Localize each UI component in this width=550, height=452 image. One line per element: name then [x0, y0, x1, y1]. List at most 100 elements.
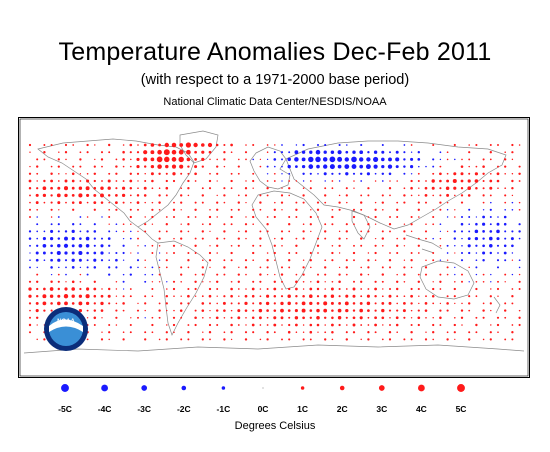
anomaly-dot [193, 142, 198, 148]
anomaly-dot [446, 179, 450, 183]
anomaly-dot [280, 237, 284, 240]
anomaly-dot [209, 302, 211, 305]
anomaly-dot [482, 251, 486, 255]
anomaly-dot [475, 216, 478, 218]
anomaly-dot [266, 158, 269, 161]
anomaly-dot [374, 237, 377, 240]
anomaly-dot [64, 251, 68, 255]
anomaly-dot [35, 301, 39, 305]
anomaly-dot [482, 258, 485, 262]
anomaly-dot [360, 288, 363, 290]
anomaly-dot [489, 151, 492, 154]
anomaly-dot [353, 223, 355, 226]
anomaly-dot [417, 309, 420, 312]
anomaly-dot [389, 216, 391, 218]
anomaly-dot [173, 201, 175, 204]
anomaly-dot [115, 187, 118, 190]
anomaly-dot [93, 294, 97, 298]
anomaly-dot [280, 266, 284, 269]
anomaly-dot [460, 179, 464, 183]
anomaly-dot [330, 287, 334, 291]
anomaly-dot [288, 180, 291, 182]
anomaly-dot [482, 209, 485, 211]
anomaly-dot [396, 251, 399, 255]
anomaly-dot [165, 216, 168, 218]
anomaly-dot [29, 309, 31, 312]
anomaly-dot [274, 165, 276, 168]
antarctica-outline [23, 344, 525, 354]
anomaly-dot [410, 252, 413, 254]
anomaly-dot [337, 156, 343, 162]
anomaly-dot [158, 252, 161, 254]
anomaly-dot [187, 287, 190, 291]
anomaly-dot [331, 223, 334, 226]
anomaly-dot [410, 157, 414, 161]
anomaly-dot [309, 294, 313, 298]
anomaly-dot [389, 288, 391, 290]
anomaly-dot [468, 309, 471, 312]
anomaly-dot [338, 280, 341, 284]
anomaly-dot [302, 259, 305, 261]
anomaly-dot [143, 157, 148, 162]
anomaly-dot [172, 323, 176, 327]
anomaly-dot [381, 273, 384, 276]
anomaly-dot [288, 266, 291, 269]
anomaly-dot [511, 288, 514, 290]
anomaly-dot [115, 194, 118, 197]
anomaly-dot [259, 237, 262, 240]
anomaly-dot [251, 316, 255, 320]
legend-label: -2C [176, 404, 191, 414]
anomaly-dot [302, 180, 305, 182]
legend-dot [181, 385, 187, 391]
anomaly-dot [57, 223, 60, 226]
anomaly-dot [388, 223, 392, 226]
anomaly-dot [266, 338, 269, 341]
anomaly-dot [489, 251, 492, 255]
anomaly-dot [396, 180, 398, 182]
anomaly-dot [79, 151, 82, 154]
anomaly-dot [302, 237, 305, 240]
anomaly-dot [201, 302, 205, 305]
anomaly-dot [43, 338, 46, 341]
anomaly-dot [281, 158, 283, 161]
anomaly-dot [129, 194, 132, 197]
anomaly-dot [100, 186, 104, 190]
anomaly-dot [410, 294, 413, 298]
anomaly-dot [101, 180, 103, 182]
anomaly-dot [244, 187, 248, 190]
anomaly-dot [418, 187, 420, 189]
anomaly-dot [50, 273, 53, 276]
anomaly-dot [281, 165, 283, 168]
anomaly-dot [281, 144, 283, 146]
anomaly-dot [475, 143, 478, 147]
anomaly-dot [93, 237, 96, 240]
anomaly-dot [345, 308, 349, 313]
anomaly-dot [207, 142, 213, 148]
anomaly-dot [324, 237, 327, 240]
anomaly-dot [158, 172, 161, 175]
anomaly-dot [79, 287, 82, 291]
anomaly-dot [511, 151, 514, 154]
anomaly-dot [323, 301, 328, 306]
anomaly-dot [331, 316, 334, 320]
anomaly-dot [166, 288, 168, 290]
anomaly-dot [323, 172, 327, 176]
anomaly-dot [163, 149, 170, 156]
anomaly-dot [114, 201, 118, 205]
anomaly-dot [359, 308, 364, 313]
anomaly-dot [180, 281, 182, 283]
anomaly-dot [360, 295, 363, 298]
anomaly-dot [201, 295, 204, 298]
anomaly-dot [360, 230, 363, 233]
anomaly-dot [86, 151, 89, 154]
anomaly-dot [338, 143, 341, 147]
anomaly-dot [259, 194, 262, 197]
anomaly-dot [273, 323, 277, 327]
anomaly-dot [42, 243, 47, 248]
anomaly-dot [64, 151, 68, 154]
anomaly-dot [216, 208, 219, 211]
anomaly-dot [410, 173, 413, 175]
anomaly-dot [309, 287, 313, 291]
anomaly-dot [324, 259, 327, 262]
anomaly-dot [511, 194, 514, 197]
